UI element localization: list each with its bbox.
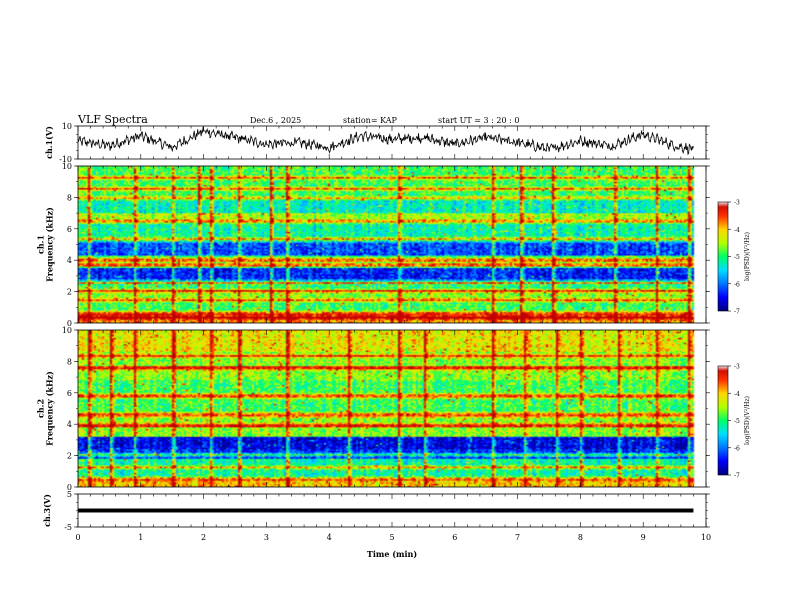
- y-axis-label: Frequency (kHz): [45, 207, 55, 282]
- colorbar-tick-label: -6: [734, 445, 740, 452]
- y-tick-label: 4: [67, 420, 72, 429]
- x-tick-label: 2: [201, 533, 206, 542]
- station-label: station= KAP: [343, 116, 398, 125]
- start-ut-label: start UT = 3 : 20 : 0: [438, 116, 519, 125]
- ch2-colorbar-gradient: [718, 366, 728, 475]
- y-tick-label: 6: [67, 225, 72, 234]
- y-axis-label: ch.3(V): [42, 494, 52, 527]
- y-tick-label: 0: [67, 319, 72, 328]
- colorbar-tick-label: -4: [734, 391, 740, 398]
- figure-title: VLF Spectra: [77, 113, 148, 126]
- colorbar-tick-label: -7: [734, 473, 740, 480]
- x-tick-label: 3: [264, 533, 269, 542]
- y-tick-label: -5: [64, 523, 72, 532]
- ch1-waveform-line: [77, 126, 694, 156]
- y-tick-label: 2: [67, 288, 72, 297]
- y-axis-label: Frequency (kHz): [45, 371, 55, 446]
- ch3-panel: 0 1 2 3 4 5 6 7 8 9 10 5 -5 ch.3(V): [42, 490, 711, 542]
- y-tick-label: 5: [67, 490, 72, 499]
- y-tick-label: 4: [67, 256, 72, 265]
- colorbar-label: log(PSD)(V²/Hz): [744, 232, 751, 281]
- x-tick-label: 6: [452, 533, 457, 542]
- y-tick-label: 10: [62, 122, 72, 131]
- y-tick-label: 8: [67, 193, 72, 202]
- colorbar-tick-label: -5: [734, 254, 740, 261]
- colorbar-tick-label: -4: [734, 227, 740, 234]
- x-tick-label: 7: [515, 533, 520, 542]
- colorbar-tick-label: -6: [734, 281, 740, 288]
- ch3-trace-band: [78, 508, 694, 513]
- y-tick-label: 0: [67, 483, 72, 492]
- ch2-spectrogram-panel: 0 2 4 6 8 10 ch.2 Frequency (kHz): [36, 326, 710, 492]
- ch1-spectrogram-image: [78, 166, 706, 323]
- x-tick-label: 1: [138, 533, 143, 542]
- y-axis-label: ch.2: [36, 399, 46, 418]
- colorbar-tick-label: -3: [734, 200, 740, 207]
- x-tick-label: 8: [578, 533, 583, 542]
- x-tick-label: 4: [327, 533, 332, 542]
- colorbar-tick-label: -7: [734, 309, 740, 316]
- x-axis-label: Time (min): [367, 549, 417, 559]
- ch1-colorbar-gradient: [718, 202, 728, 311]
- y-axis-label: ch.1(V): [44, 126, 54, 159]
- y-tick-label: 6: [67, 389, 72, 398]
- ch2-colorbar: -3 -4 -5 -6 -7 log(PSD)(V²/Hz): [717, 364, 751, 480]
- ch1-waveform-panel: 10 -10 ch.1(V): [44, 122, 710, 164]
- ch1-colorbar: -3 -4 -5 -6 -7 log(PSD)(V²/Hz): [717, 200, 751, 316]
- x-tick-label: 10: [701, 533, 711, 542]
- date-label: Dec.6 , 2025: [250, 116, 301, 125]
- colorbar-tick-label: -5: [734, 418, 740, 425]
- y-tick-label: -10: [59, 155, 72, 164]
- y-tick-label: 10: [62, 162, 72, 171]
- x-tick-label: 5: [389, 533, 394, 542]
- x-tick-label: 9: [641, 533, 646, 542]
- y-axis-label: ch.1: [36, 235, 46, 254]
- y-tick-label: 10: [62, 326, 72, 335]
- ch2-spectrogram-image: [78, 330, 706, 487]
- y-tick-label: 2: [67, 452, 72, 461]
- colorbar-tick-label: -3: [734, 364, 740, 371]
- colorbar-label: log(PSD)(V²/Hz): [744, 396, 751, 445]
- y-tick-label: 8: [67, 357, 72, 366]
- x-tick-label: 0: [75, 533, 80, 542]
- ch1-spectrogram-panel: 0 2 4 6 8 10 ch.1 Frequency (kHz): [36, 162, 710, 328]
